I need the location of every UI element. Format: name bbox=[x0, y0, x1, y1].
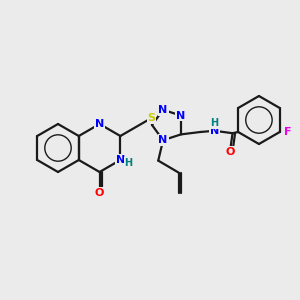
Text: S: S bbox=[148, 113, 155, 123]
Text: N: N bbox=[158, 135, 168, 145]
Text: H: H bbox=[211, 118, 219, 128]
Text: N: N bbox=[158, 105, 168, 115]
Text: O: O bbox=[226, 147, 235, 157]
Text: F: F bbox=[284, 127, 292, 137]
Text: O: O bbox=[95, 188, 104, 198]
Text: H: H bbox=[124, 158, 132, 168]
Text: N: N bbox=[210, 126, 219, 136]
Text: N: N bbox=[116, 155, 125, 165]
Text: N: N bbox=[95, 119, 104, 129]
Text: N: N bbox=[176, 111, 186, 121]
